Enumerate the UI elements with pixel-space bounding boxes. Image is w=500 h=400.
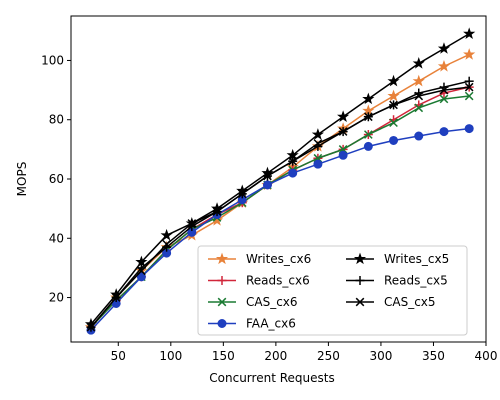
legend-label-CAS_cx5: CAS_cx5 [384, 295, 436, 309]
legend-item-Writes_cx6: Writes_cx6 [208, 252, 311, 266]
legend-marker-Writes_cx6 [215, 252, 229, 265]
data-point-CAS_cx5-11 [363, 112, 373, 122]
series-line-Writes_cx6 [90, 53, 470, 328]
legend-item-FAA_cx6: FAA_cx6 [208, 317, 296, 331]
data-point-Writes_cx5-15 [463, 27, 476, 39]
x-tick-label-300: 300 [369, 349, 392, 363]
x-axis-label: Concurrent Requests [209, 371, 334, 385]
y-tick-label-100: 100 [41, 53, 64, 67]
legend-marker-Writes_cx5 [353, 252, 367, 265]
data-point-Writes_cx5-11 [362, 92, 375, 105]
x-tick-label-200: 200 [264, 349, 287, 363]
legend-label-Reads_cx5: Reads_cx5 [384, 274, 448, 288]
series-CAS_cx5 [86, 82, 474, 332]
data-point-CAS_cx6-11 [363, 130, 373, 139]
data-point-Writes_cx5-12 [387, 74, 400, 87]
data-point-CAS_cx5-5 [212, 207, 222, 216]
data-point-CAS_cx6-13 [414, 103, 424, 113]
data-point-CAS_cx5-4 [187, 219, 197, 228]
data-point-CAS_cx5-0 [86, 322, 96, 332]
legend-marker-Reads_cx5 [355, 276, 365, 285]
legend-item-CAS_cx5: CAS_cx5 [346, 295, 436, 309]
legend-item-Reads_cx5: Reads_cx5 [346, 274, 448, 288]
data-point-CAS_cx5-10 [338, 127, 348, 136]
data-point-CAS_cx5-1 [111, 293, 121, 302]
x-tick-label-350: 350 [422, 349, 445, 363]
legend-label-CAS_cx6: CAS_cx6 [246, 295, 298, 309]
data-point-Reads_cx5-15 [464, 76, 474, 86]
data-point-CAS_cx5-6 [237, 189, 247, 199]
data-point-CAS_cx5-8 [288, 156, 298, 166]
data-point-FAA_cx6-8 [288, 168, 298, 178]
legend-marker-FAA_cx6 [217, 319, 227, 328]
data-point-FAA_cx6-9 [313, 159, 323, 169]
y-tick-label-40: 40 [49, 231, 64, 245]
series-FAA_cx6 [86, 124, 474, 335]
data-point-CAS_cx5-3 [162, 239, 171, 249]
y-tick-label-60: 60 [49, 172, 64, 186]
data-point-CAS_cx6-14 [439, 94, 449, 104]
series-line-CAS_cx6 [90, 95, 470, 328]
series-line-FAA_cx6 [90, 127, 470, 331]
data-point-Writes_cx5-3 [160, 228, 173, 241]
data-point-CAS_cx5-13 [414, 91, 424, 101]
data-point-Writes_cx5-9 [311, 128, 324, 140]
data-point-FAA_cx6-7 [262, 180, 272, 190]
data-point-FAA_cx6-10 [338, 150, 348, 160]
data-point-CAS_cx5-2 [137, 266, 146, 276]
plot-layer [84, 27, 476, 335]
data-point-FAA_cx6-15 [464, 124, 474, 134]
data-point-FAA_cx6-2 [136, 272, 146, 282]
x-tick-label-150: 150 [212, 349, 235, 363]
legend-marker-CAS_cx5 [355, 297, 365, 307]
y-tick-label-80: 80 [49, 113, 64, 127]
data-point-CAS_cx5-9 [313, 139, 323, 148]
data-point-FAA_cx6-13 [414, 131, 424, 141]
data-point-CAS_cx5-7 [263, 171, 272, 181]
legend-marker-CAS_cx6 [217, 297, 227, 307]
legend-item-CAS_cx6: CAS_cx6 [208, 295, 298, 309]
legend-label-Writes_cx6: Writes_cx6 [246, 252, 311, 266]
data-point-Writes_cx5-14 [437, 42, 451, 54]
data-point-CAS_cx5-12 [389, 100, 398, 110]
legend-item-Reads_cx6: Reads_cx6 [208, 274, 310, 288]
data-point-Writes_cx6-15 [463, 48, 476, 60]
data-point-Writes_cx5-10 [337, 110, 350, 122]
legend-item-Writes_cx5: Writes_cx5 [346, 252, 449, 266]
y-tick-label-20: 20 [49, 291, 64, 305]
data-point-Writes_cx6-14 [437, 59, 451, 72]
data-point-FAA_cx6-14 [439, 127, 449, 137]
legend-box [197, 245, 468, 336]
data-point-Writes_cx6-13 [412, 74, 425, 87]
legend-marker-Reads_cx6 [217, 276, 227, 285]
x-tick-label-400: 400 [475, 349, 498, 363]
series-line-CAS_cx5 [90, 86, 470, 328]
x-tick-label-50: 50 [111, 349, 126, 363]
series-line-Writes_cx5 [90, 33, 470, 325]
legend-label-FAA_cx6: FAA_cx6 [246, 317, 296, 331]
data-point-CAS_cx5-15 [464, 82, 474, 92]
x-tick-label-250: 250 [317, 349, 340, 363]
data-point-CAS_cx6-15 [464, 91, 474, 101]
data-point-FAA_cx6-12 [389, 135, 399, 145]
data-point-FAA_cx6-11 [363, 141, 373, 151]
y-axis-label: MOPS [15, 162, 29, 197]
legend: Writes_cx6 Reads_cx6 CAS_cx6 FAA_cx6 Writes_… [197, 245, 468, 336]
data-point-CAS_cx5-14 [439, 85, 449, 95]
data-point-Writes_cx6-12 [387, 89, 400, 102]
data-point-Writes_cx5-13 [412, 57, 425, 69]
axis-layer: 50 100 150 200 250 300 350 400 20 40 60 80 100 [41, 53, 497, 363]
data-point-CAS_cx6-12 [389, 118, 398, 128]
legend-label-Reads_cx6: Reads_cx6 [246, 274, 310, 288]
legend-label-Writes_cx5: Writes_cx5 [384, 252, 449, 266]
x-tick-label-100: 100 [159, 349, 182, 363]
